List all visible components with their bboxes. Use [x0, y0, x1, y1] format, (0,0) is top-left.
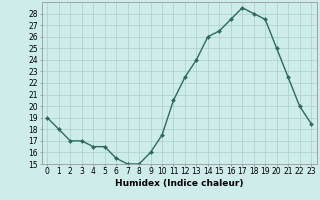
X-axis label: Humidex (Indice chaleur): Humidex (Indice chaleur): [115, 179, 244, 188]
